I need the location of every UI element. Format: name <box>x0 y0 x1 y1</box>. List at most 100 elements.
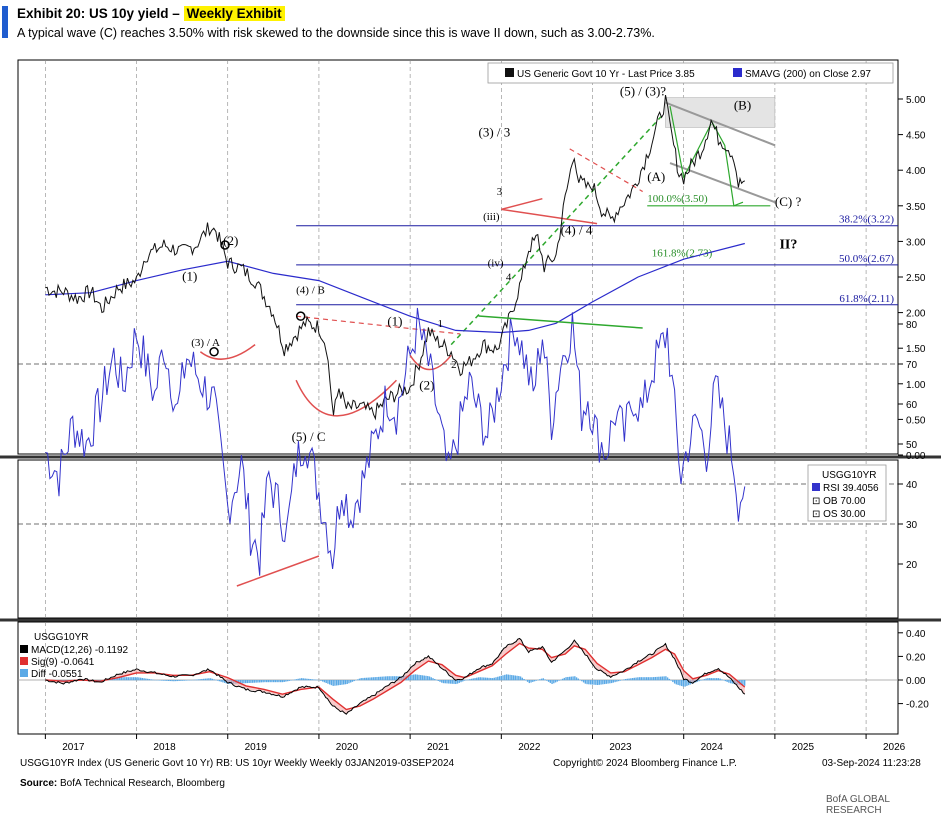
macd-diff-bar <box>567 677 568 680</box>
macd-diff-bar <box>422 675 423 680</box>
rsi-y-tick-label: 70 <box>906 360 918 371</box>
macd-diff-bar <box>530 680 531 683</box>
macd-diff-bar <box>709 678 710 680</box>
macd-diff-bar <box>390 676 391 680</box>
macd-diff-bar <box>700 680 701 681</box>
macd-diff-bar <box>259 680 260 682</box>
macd-diff-bar <box>711 678 712 680</box>
macd-diff-bar <box>359 679 360 681</box>
macd-diff-bar <box>310 679 311 680</box>
macd-diff-bar <box>606 680 607 684</box>
wave-annotation: (4) / B <box>296 284 325 296</box>
price-y-tick-label: 2.00 <box>906 309 926 320</box>
macd-diff-bar <box>247 680 248 683</box>
source-line: Source: BofA Technical Research, Bloombe… <box>20 778 225 789</box>
macd-diff-bar <box>212 679 213 681</box>
macd-diff-bar <box>656 677 657 680</box>
wave-annotation: 2 <box>451 359 457 371</box>
macd-diff-bar <box>513 675 514 680</box>
macd-diff-bar <box>548 680 549 682</box>
macd-diff-bar <box>553 680 554 683</box>
macd-diff-bar <box>296 679 297 680</box>
macd-diff-bar <box>560 680 561 681</box>
macd-diff-bar <box>206 678 207 680</box>
macd-legend-sig: Sig(9) -0.0641 <box>31 657 95 668</box>
macd-legend-swatch <box>20 645 28 653</box>
macd-y-tick-label: 0.20 <box>906 652 926 663</box>
macd-diff-bar <box>178 680 179 681</box>
macd-diff-bar <box>163 680 164 681</box>
macd-diff-bar <box>441 680 442 683</box>
macd-diff-bar <box>576 677 577 680</box>
macd-diff-bar <box>476 678 477 681</box>
rsi-legend-swatch <box>812 483 820 491</box>
macd-diff-bar <box>646 677 647 680</box>
legend-label-price: US Generic Govt 10 Yr - Last Price 3.85 <box>517 69 695 80</box>
macd-diff-bar <box>462 680 463 681</box>
macd-diff-bar <box>196 680 197 681</box>
macd-diff-bar <box>597 680 598 685</box>
x-tick-label: 2025 <box>792 742 815 753</box>
macd-diff-bar <box>187 680 188 681</box>
macd-diff-bar <box>122 677 123 680</box>
macd-diff-bar <box>375 677 376 680</box>
macd-diff-bar <box>616 680 617 682</box>
macd-diff-bar <box>609 680 610 683</box>
macd-diff-bar <box>341 680 342 685</box>
macd-diff-bar <box>329 680 330 684</box>
macd-diff-bar <box>126 677 127 680</box>
macd-diff-bar <box>450 680 451 684</box>
macd-diff-bar <box>357 679 358 680</box>
macd-legend-swatch <box>20 657 28 665</box>
fib-level-label: 61.8%(2.11) <box>839 293 894 305</box>
macd-diff-bar <box>219 680 220 681</box>
macd-diff-bar <box>243 680 244 683</box>
price-y-tick-label: 2.50 <box>906 273 926 284</box>
macd-diff-bar <box>478 677 479 680</box>
macd-diff-bar <box>518 676 519 680</box>
macd-diff-bar <box>396 676 397 680</box>
macd-diff-bar <box>565 677 566 680</box>
macd-diff-bar <box>726 680 727 682</box>
macd-diff-bar <box>628 679 629 681</box>
macd-diff-bar <box>203 679 204 681</box>
macd-diff-bar <box>131 677 132 680</box>
macd-diff-bar <box>504 675 505 680</box>
macd-diff-bar <box>254 680 255 683</box>
macd-diff-bar <box>527 680 528 682</box>
macd-diff-bar <box>282 680 283 682</box>
macd-legend-swatch <box>20 669 28 677</box>
macd-diff-bar <box>136 677 137 680</box>
macd-diff-bar <box>469 679 470 680</box>
x-tick-label: 2021 <box>427 742 450 753</box>
macd-diff-bar <box>417 675 418 681</box>
macd-diff-bar <box>180 680 181 681</box>
wave-annotation: (1) <box>182 269 197 284</box>
macd-diff-bar <box>579 680 580 681</box>
macd-diff-bar <box>424 676 425 681</box>
macd-diff-bar <box>376 677 377 680</box>
macd-diff-bar <box>264 680 265 682</box>
copyright: Copyright© 2024 Bloomberg Finance L.P. <box>553 758 737 769</box>
macd-diff-bar <box>702 680 703 681</box>
macd-diff-bar <box>674 680 675 684</box>
rsi-y-tick-label: 60 <box>906 400 918 411</box>
macd-diff-bar <box>128 677 129 680</box>
macd-diff-bar <box>557 680 558 682</box>
macd-diff-bar <box>499 676 500 680</box>
macd-diff-bar <box>600 680 601 685</box>
macd-diff-bar <box>625 679 626 680</box>
macd-diff-bar <box>361 678 362 680</box>
macd-diff-bar <box>704 679 705 680</box>
macd-diff-bar <box>194 680 195 681</box>
macd-diff-bar <box>508 675 509 681</box>
macd-diff-bar <box>544 679 545 680</box>
macd-diff-bar <box>490 678 491 680</box>
macd-diff-bar <box>290 680 291 681</box>
macd-diff-bar <box>523 679 524 680</box>
macd-diff-bar <box>334 680 335 686</box>
rsi-y-tick-label: 30 <box>906 520 918 531</box>
macd-diff-bar <box>473 678 474 680</box>
macd-diff-bar <box>170 680 171 681</box>
